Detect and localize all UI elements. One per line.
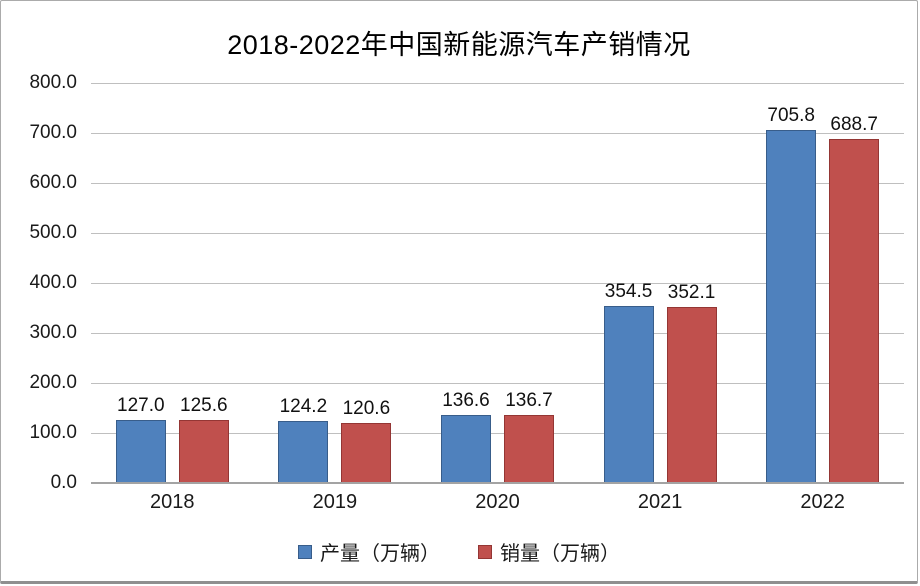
bar-value-label: 352.1 [667,281,716,303]
x-tick-label-2021: 2021 [637,491,683,513]
legend-item: 产量（万辆） [298,537,440,566]
y-tick-label: 600.0 [29,172,77,193]
legend-label: 销量（万辆） [500,543,620,565]
legend-label: 产量（万辆） [320,543,440,565]
legend-swatch-icon [298,544,312,559]
bar-2021 [603,305,654,483]
bar-2018 [178,420,229,483]
bar-2022 [829,138,880,483]
gridline [91,433,904,434]
gridline [91,183,904,184]
bar-2019 [341,422,392,483]
bar-wrap: 125.6 [178,83,229,483]
gridline [91,233,904,234]
y-axis-tick-labels: 0.0 100.0 200.0 300.0 400.0 500.0 600.0 700.0 80… [1,72,77,493]
y-tick-label: 500.0 [29,222,77,243]
bar-2019 [278,420,329,483]
plot-area: 127.0 125.6 124.2 120.6 136.6 136.7 354.5 352.1… [91,83,904,484]
bar-wrap: 136.6 [440,83,491,483]
bar-wrap: 705.8 [766,83,817,483]
bar-value-label: 136.6 [442,389,490,411]
y-tick-label: 700.0 [29,122,77,143]
x-axis-tick-labels: 2018 2019 2020 2021 2022 [91,491,904,514]
y-tick-label: 800.0 [29,72,77,93]
bar-2020 [503,414,554,483]
bar-2022 [766,130,817,483]
y-tick-label: 400.0 [29,272,77,293]
x-tick-label-2022: 2022 [800,491,845,513]
bar-2018 [115,419,166,483]
bar-value-label: 688.7 [830,113,878,135]
y-tick-label: 100.0 [29,422,77,443]
bar-group-2018: 127.0 125.6 [91,83,254,483]
gridline [91,383,904,384]
bar-group-2021: 354.5 352.1 [579,83,742,483]
bar-wrap: 124.2 [278,83,329,483]
bar-value-label: 124.2 [279,395,328,417]
gridline [91,283,904,284]
bar-value-label: 127.0 [117,394,165,416]
bar-value-label: 136.7 [505,389,553,411]
bar-wrap: 127.0 [115,83,166,483]
bar-value-label: 120.6 [342,397,391,419]
x-axis-line [91,482,904,484]
y-tick-label: 200.0 [29,372,77,393]
legend-swatch-icon [478,544,492,559]
bar-group-2022: 705.8 688.7 [741,83,904,483]
bar-value-label: 705.8 [767,105,815,127]
y-tick-label: 0.0 [50,472,77,493]
bar-value-label: 125.6 [180,395,228,417]
bar-wrap: 354.5 [603,83,654,483]
bar-wrap: 120.6 [341,83,392,483]
y-tick-label: 300.0 [29,322,77,343]
bar-2021 [666,306,717,483]
bar-wrap: 352.1 [666,83,717,483]
gridline [91,83,904,84]
legend: 产量（万辆） 销量（万辆） [1,537,917,566]
x-tick-label-2018: 2018 [150,491,195,513]
bar-2020 [440,414,491,483]
bar-wrap: 688.7 [829,83,880,483]
bar-group-2019: 124.2 120.6 [254,83,417,483]
bar-wrap: 136.7 [503,83,554,483]
legend-item: 销量（万辆） [478,537,620,566]
gridline [91,333,904,334]
chart-title: 2018-2022年中国新能源汽车产销情况 [227,30,691,60]
gridline [91,133,904,134]
bar-value-label: 354.5 [604,280,653,302]
bar-group-2020: 136.6 136.7 [416,83,579,483]
x-tick-label-2019: 2019 [312,491,358,513]
bar-groups: 127.0 125.6 124.2 120.6 136.6 136.7 354.5 352.1… [91,83,904,483]
x-tick-label-2020: 2020 [475,491,520,513]
